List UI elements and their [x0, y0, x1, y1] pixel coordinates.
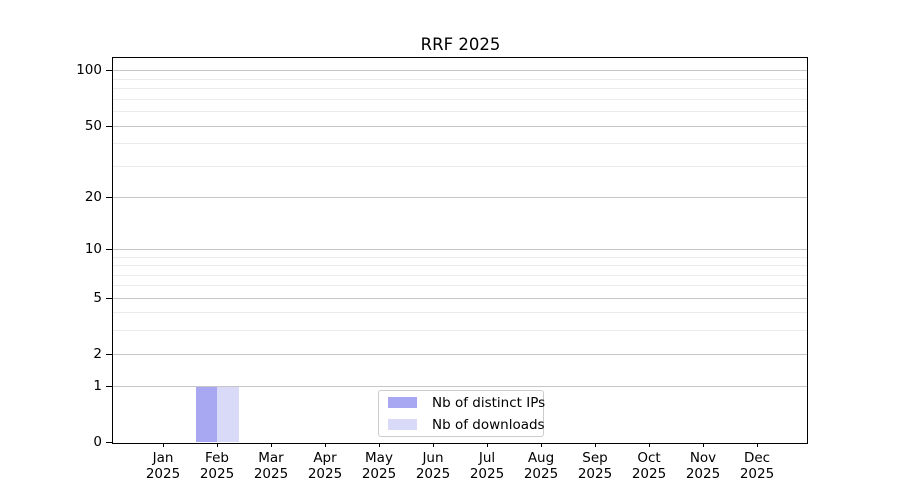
y-tick-label: 0 — [93, 434, 102, 450]
legend: Nb of distinct IPs Nb of downloads — [378, 390, 546, 437]
x-tick-mark — [756, 443, 758, 447]
x-tick-label-month: Jan — [152, 450, 174, 466]
x-tick-label: Dec 2025 — [725, 450, 789, 482]
grid-line-minor — [113, 88, 807, 90]
legend-item-downloads: Nb of downloads — [379, 416, 545, 433]
grid-line-major — [113, 70, 807, 72]
bar-downloads — [217, 386, 239, 443]
legend-swatch-downloads — [388, 419, 417, 430]
x-tick-label-month: Jul — [478, 450, 496, 466]
grid-line-minor — [113, 330, 807, 332]
x-tick-label: Sep 2025 — [563, 450, 627, 482]
grid-line-minor — [113, 143, 807, 145]
y-tick-mark — [106, 70, 112, 72]
x-tick-label-year: 2025 — [469, 465, 505, 482]
x-tick-label-month: Nov — [689, 450, 717, 466]
y-tick-label: 10 — [84, 240, 102, 257]
x-tick-mark — [702, 443, 704, 447]
x-tick-mark — [540, 443, 542, 447]
x-tick-label: Feb 2025 — [185, 450, 249, 482]
x-tick-label: Jun 2025 — [401, 450, 465, 482]
x-tick-label-year: 2025 — [199, 465, 235, 482]
y-tick-mark — [106, 442, 112, 443]
x-tick-mark — [432, 443, 434, 447]
grid-line-major — [113, 125, 807, 127]
x-tick-mark — [486, 443, 488, 447]
x-tick-label-year: 2025 — [685, 465, 721, 482]
x-tick-mark — [378, 443, 380, 447]
x-tick-label-month: Jun — [422, 450, 444, 466]
grid-line-major — [113, 196, 807, 198]
grid-line-major — [113, 353, 807, 355]
x-tick-label-year: 2025 — [307, 465, 343, 482]
x-tick-label-year: 2025 — [361, 465, 397, 482]
y-tick-mark — [106, 353, 112, 355]
x-tick-label: May 2025 — [347, 450, 411, 482]
y-tick-label: 100 — [76, 62, 102, 79]
grid-line-minor — [113, 165, 807, 167]
grid-line-minor — [113, 274, 807, 276]
x-tick-label: Jul 2025 — [455, 450, 519, 482]
x-tick-label: Nov 2025 — [671, 450, 735, 482]
grid-line-minor — [113, 265, 807, 267]
x-tick-label-year: 2025 — [253, 465, 289, 482]
legend-label-downloads: Nb of downloads — [432, 416, 545, 433]
y-tick-label: 1 — [93, 378, 102, 395]
y-tick-mark — [106, 125, 112, 127]
grid-line-minor — [113, 78, 807, 80]
chart-title: RRF 2025 — [420, 35, 501, 54]
grid-line-major — [113, 297, 807, 299]
grid-line-minor — [113, 312, 807, 314]
x-tick-label-year: 2025 — [415, 465, 451, 482]
x-tick-mark — [162, 443, 164, 447]
grid-line-major — [113, 386, 807, 388]
legend-swatch-distinct-ips — [388, 397, 417, 408]
x-tick-label-month: Oct — [637, 450, 661, 466]
y-tick-label: 5 — [93, 289, 102, 306]
x-tick-mark — [648, 443, 650, 447]
x-tick-label-month: Dec — [743, 450, 771, 466]
grid-line-minor — [113, 111, 807, 113]
bar-distinct-ips — [195, 386, 217, 443]
plot-area-border — [112, 57, 808, 444]
y-tick-mark — [106, 196, 112, 198]
x-tick-label: Mar 2025 — [239, 450, 303, 482]
y-tick-label: 20 — [84, 188, 102, 205]
y-tick-label: 2 — [93, 345, 102, 362]
x-tick-label-year: 2025 — [739, 465, 775, 482]
grid-line-minor — [113, 98, 807, 100]
x-tick-mark — [324, 443, 326, 447]
y-tick-mark — [106, 386, 112, 388]
x-tick-mark — [270, 443, 272, 447]
legend-item-distinct-ips: Nb of distinct IPs — [379, 394, 546, 411]
grid-line-minor — [113, 285, 807, 287]
x-tick-label: Jan 2025 — [131, 450, 195, 482]
x-tick-label: Oct 2025 — [617, 450, 681, 482]
x-tick-mark — [594, 443, 596, 447]
x-tick-label: Aug 2025 — [509, 450, 573, 482]
x-tick-label-year: 2025 — [145, 465, 181, 482]
x-tick-label-year: 2025 — [523, 465, 559, 482]
y-tick-mark — [106, 297, 112, 299]
y-tick-mark — [106, 248, 112, 250]
grid-line-major — [113, 248, 807, 250]
x-tick-label-month: Apr — [313, 450, 337, 466]
x-tick-label-year: 2025 — [577, 465, 613, 482]
y-tick-label: 50 — [84, 117, 102, 134]
x-tick-label-month: Mar — [258, 450, 284, 466]
x-tick-label-month: Feb — [205, 450, 229, 466]
grid-line-minor — [113, 256, 807, 258]
x-tick-label: Apr 2025 — [293, 450, 357, 482]
x-tick-label-month: Aug — [527, 450, 555, 466]
x-tick-mark — [216, 443, 218, 447]
x-tick-label-year: 2025 — [631, 465, 667, 482]
legend-label-distinct-ips: Nb of distinct IPs — [432, 394, 546, 411]
x-tick-label-month: May — [365, 450, 393, 466]
x-tick-label-month: Sep — [582, 450, 608, 466]
